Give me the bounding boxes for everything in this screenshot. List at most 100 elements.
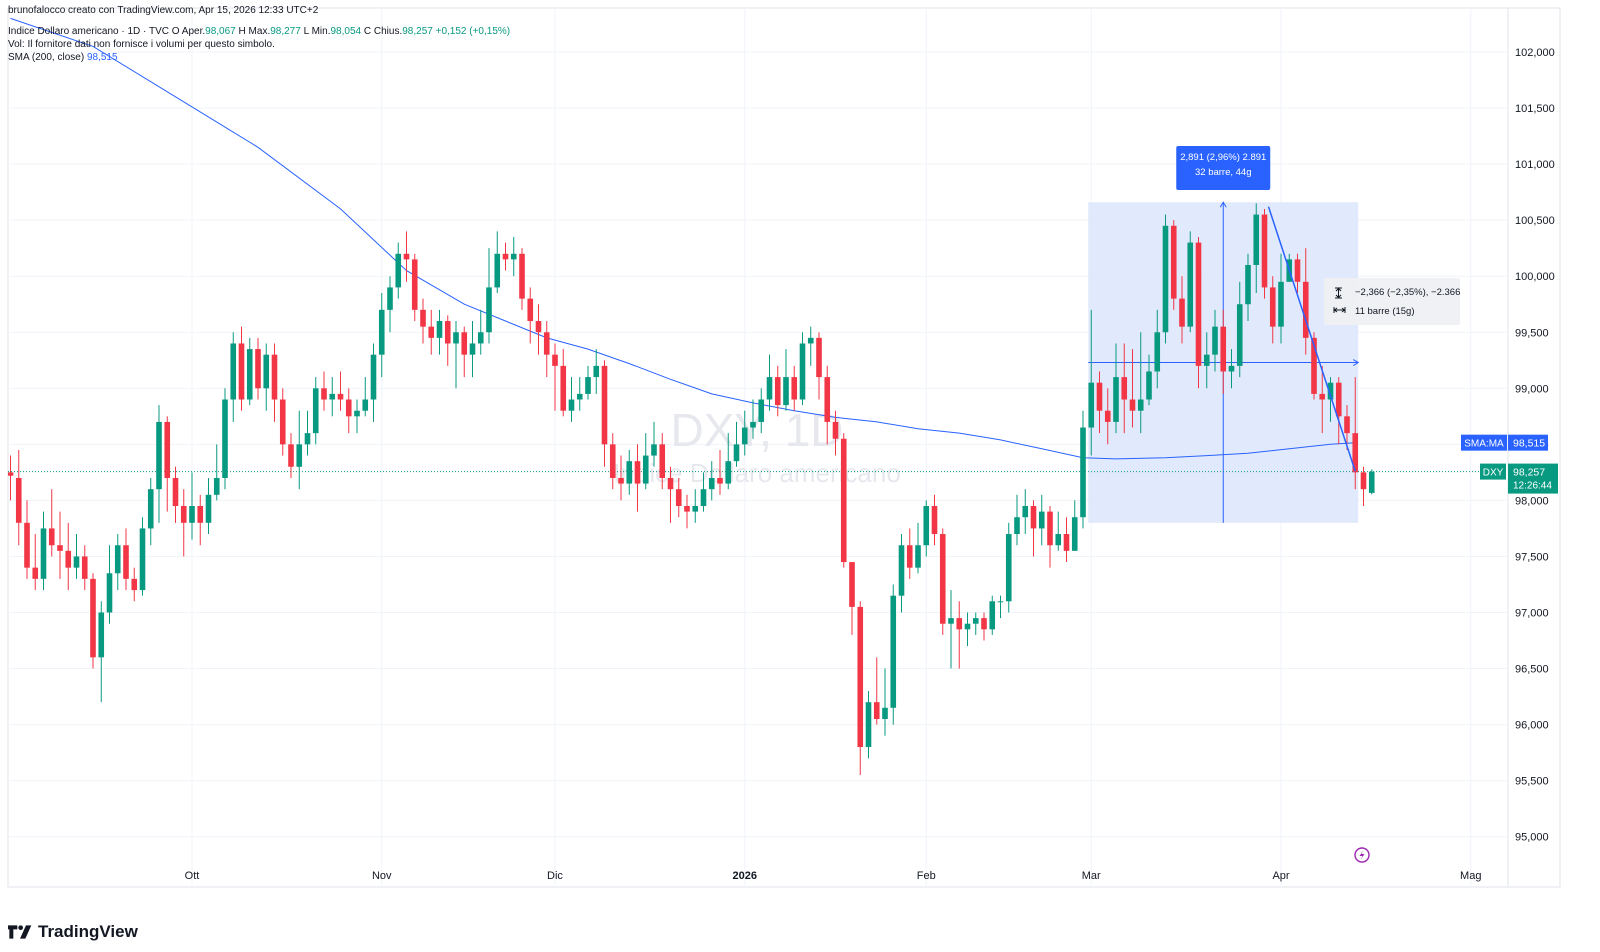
candle: [205, 477, 212, 535]
volume-note: Vol: Il fornitore dati non fornisce i vo…: [8, 39, 275, 50]
candle-body: [420, 309, 426, 327]
candle: [626, 449, 633, 495]
candle-body: [981, 618, 987, 630]
candle-body: [972, 618, 979, 624]
candle-body: [898, 545, 905, 596]
candle: [1344, 405, 1350, 450]
candle: [395, 242, 402, 299]
candle-body: [477, 332, 484, 344]
candle: [48, 489, 55, 557]
candle: [197, 494, 204, 546]
candle: [733, 421, 740, 467]
candle-body: [692, 506, 699, 512]
candle-body: [634, 461, 641, 484]
candle: [106, 545, 113, 624]
candle: [123, 528, 129, 591]
candle-body: [337, 393, 344, 400]
candle: [370, 343, 377, 422]
symbol-tag-label: DXY: [1483, 468, 1504, 479]
tradingview-logo[interactable]: TradingView: [8, 922, 138, 942]
candle: [1096, 371, 1103, 434]
candle-body: [873, 702, 880, 719]
candle: [568, 377, 575, 422]
candle: [1022, 489, 1029, 535]
sma-price-tag: [1508, 434, 1548, 451]
candle-body: [156, 421, 162, 490]
candle-body: [1269, 287, 1276, 327]
candle-body: [1319, 393, 1326, 400]
candle: [758, 388, 765, 434]
candle-body: [304, 433, 311, 445]
candle-body: [1327, 382, 1334, 400]
y-tick-label: 96,500: [1515, 664, 1549, 676]
sma-legend[interactable]: SMA (200, close) 98,515: [8, 51, 118, 64]
close-prefix: Chius.: [373, 26, 403, 37]
candle-body: [246, 349, 253, 400]
candle-body: [1344, 416, 1350, 434]
candle: [708, 461, 715, 501]
high-label: H: [238, 26, 246, 37]
lightning-icon[interactable]: [1354, 847, 1370, 863]
symbol-tag-box: [1480, 463, 1506, 480]
candle: [989, 595, 996, 635]
y-tick-label: 99,000: [1515, 383, 1549, 395]
candle: [1071, 500, 1078, 551]
candle-body: [345, 399, 352, 417]
y-tick-label: 101,500: [1515, 103, 1555, 115]
y-tick-label: 95,500: [1515, 776, 1549, 788]
candle: [717, 449, 723, 495]
candle-body: [1146, 371, 1152, 400]
candle: [857, 601, 864, 776]
candle: [1179, 276, 1185, 344]
measure-label-line2: 32 barre, 44g: [1195, 167, 1252, 178]
change-value: +0,152 (+0,15%): [435, 26, 511, 37]
candle-body: [271, 354, 278, 400]
candle: [238, 326, 245, 411]
candle-body: [1228, 365, 1235, 372]
candle: [576, 377, 583, 411]
candle-body: [1294, 259, 1301, 282]
candle-body: [717, 477, 723, 484]
candle: [774, 365, 781, 417]
candle-body: [469, 343, 476, 355]
candle: [865, 690, 872, 759]
ohlc-legend: Indice Dollaro americano · 1D · TVC O Ap…: [8, 25, 510, 38]
candle: [807, 326, 814, 366]
candle: [362, 377, 369, 417]
x-tick-label: Mag: [1460, 870, 1481, 882]
y-tick-label: 100,500: [1515, 215, 1555, 227]
candle: [651, 421, 657, 467]
candle: [750, 399, 756, 439]
y-tick-label: 100,000: [1515, 271, 1555, 283]
candle: [939, 528, 946, 635]
candle: [915, 522, 921, 574]
candle: [519, 248, 525, 310]
candle-body: [213, 477, 220, 495]
candle: [1137, 332, 1144, 434]
candle-body: [576, 393, 583, 400]
candle-body: [411, 259, 418, 310]
candle-body: [931, 506, 938, 535]
candle: [436, 309, 443, 355]
candle: [1236, 281, 1243, 378]
candle: [1228, 349, 1235, 389]
candle-body: [263, 354, 270, 389]
candle-body: [527, 298, 534, 322]
candle-body: [964, 623, 971, 630]
price-range-icon: [1335, 287, 1342, 299]
tradingview-logo-icon: [8, 925, 32, 939]
x-tick-label: Apr: [1272, 870, 1289, 882]
candle: [420, 298, 426, 344]
candle-body: [329, 393, 336, 400]
candle: [1047, 506, 1053, 568]
candle: [131, 567, 138, 602]
candle-body: [519, 253, 525, 299]
candle: [890, 584, 897, 725]
candle: [1080, 410, 1086, 529]
candle: [57, 511, 63, 579]
candle-body: [824, 377, 831, 422]
candle-body: [865, 702, 872, 748]
candle: [32, 534, 39, 591]
candle: [1030, 500, 1037, 557]
